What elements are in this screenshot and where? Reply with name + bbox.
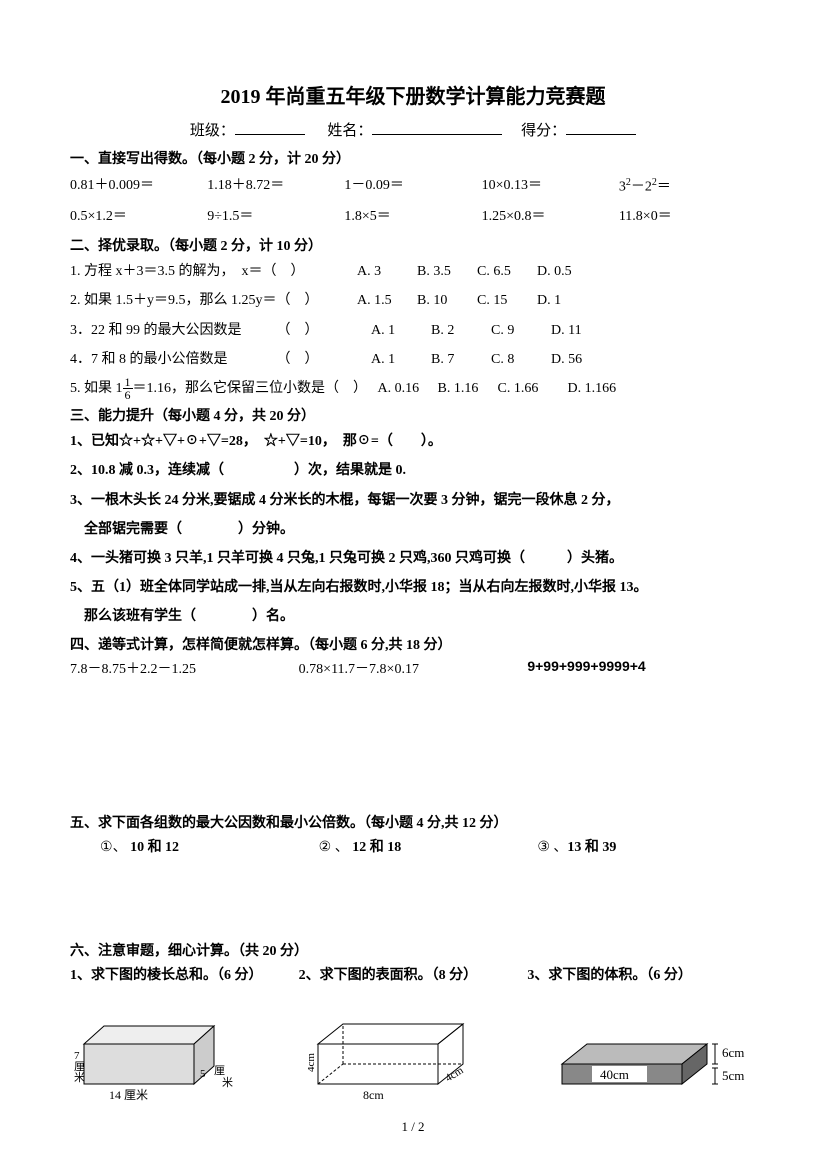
s4-e3: 9+99+999+9999+4 [527, 658, 756, 678]
score-label: 得分： [521, 123, 566, 139]
s5-i2: ② 、 12 和 18 [319, 836, 538, 856]
s1-r1-2: 1.18＋8.72＝ [207, 174, 344, 199]
s5-i1: ①、 10 和 12 [100, 836, 319, 856]
svg-text:厘: 厘 [214, 1065, 225, 1077]
name-blank [372, 120, 502, 135]
s3-q5a: 5、五（1）班全体同学站成一排,当从左向右报数时,小华报 18；当从右向左报数时… [70, 575, 756, 600]
svg-text:8cm: 8cm [363, 1088, 384, 1102]
s1-r2-1: 0.5×1.2＝ [70, 205, 207, 229]
s3-q1: 1、已知☆+☆+▽+☉+▽=28， ☆+▽=10， 那☉=（ ）。 [70, 429, 756, 454]
section3-head: 三、能力提升（每小题 4 分，共 20 分） [70, 405, 756, 425]
s2-q1: 1. 方程 x＋3＝3.5 的解为， x＝（ ） A. 3B. 3.5C. 6.… [70, 259, 756, 284]
student-info-line: 班级： 姓名： 得分： [70, 119, 756, 140]
s1-r1-5: 32－22＝ [619, 174, 756, 199]
s1-r1-4: 10×0.13＝ [482, 174, 619, 199]
s1-r2-2: 9÷1.5＝ [207, 205, 344, 229]
section5-head: 五、求下面各组数的最大公因数和最小公倍数。（每小题 4 分,共 12 分） [70, 812, 756, 832]
s1-r1-1: 0.81＋0.009＝ [70, 174, 207, 199]
figure-1: 7 厘 米 5 厘 米 14 厘米 [74, 1014, 244, 1104]
s2-q3: 3．22 和 99 的最大公因数是 （ ） A. 1B. 2C. 9D. 11 [70, 318, 756, 343]
s1-r2-3: 1.8×5＝ [344, 205, 481, 229]
s1-r2-4: 1.25×0.8＝ [482, 205, 619, 229]
svg-text:14 厘米: 14 厘米 [109, 1088, 148, 1102]
svg-text:6cm: 6cm [722, 1045, 744, 1060]
svg-text:40cm: 40cm [600, 1067, 629, 1082]
section1-head: 一、直接写出得数。（每小题 2 分，计 20 分） [70, 148, 756, 168]
s3-q5b: 那么该班有学生（ ）名。 [70, 604, 756, 629]
section4-head: 四、递等式计算，怎样简便就怎样算。（每小题 6 分,共 18 分） [70, 634, 756, 654]
page-number: 1 / 2 [0, 1119, 826, 1135]
s1-r2-5: 11.8×0＝ [619, 205, 756, 229]
svg-text:米: 米 [74, 1071, 85, 1084]
figure-2: 4cm 4cm 8cm [308, 1014, 488, 1104]
s2-q5: 5. 如果 116＝1.16，那么它保留三位小数是（ ） A. 0.16B. 1… [70, 376, 756, 401]
svg-text:5: 5 [200, 1068, 206, 1080]
s4-e2: 0.78×11.7－7.8×0.17 [299, 658, 528, 678]
svg-text:5cm: 5cm [722, 1068, 744, 1083]
s5-i3: ③ 、13 和 39 [537, 836, 756, 856]
svg-text:4cm: 4cm [443, 1064, 466, 1084]
s6-q1: 1、求下图的棱长总和。（6 分） [70, 964, 299, 984]
name-label: 姓名： [327, 123, 372, 139]
s3-q4: 4、一头猪可换 3 只羊,1 只羊可换 4 只兔,1 只兔可换 2 只鸡,360… [70, 546, 756, 571]
s1-r1-3: 1－0.09＝ [344, 174, 481, 199]
svg-text:米: 米 [222, 1076, 233, 1089]
section6-head: 六、注意审题，细心计算。（共 20 分） [70, 940, 756, 960]
s3-q3a: 3、一根木头长 24 分米,要锯成 4 分米长的木棍，每锯一次要 3 分钟，锯完… [70, 488, 756, 513]
s3-q3b: 全部锯完需要（ ）分钟。 [70, 517, 756, 542]
page-title: 2019 年尚重五年级下册数学计算能力竞赛题 [70, 80, 756, 109]
s3-q2: 2、10.8 减 0.3，连续减（ ）次，结果就是 0. [70, 458, 756, 483]
score-blank [566, 120, 636, 135]
class-label: 班级： [190, 123, 235, 139]
s6-q2: 2、求下图的表面积。（8 分） [299, 964, 528, 984]
class-blank [235, 120, 305, 135]
svg-text:4cm: 4cm [308, 1052, 317, 1071]
section2-head: 二、择优录取。（每小题 2 分，计 10 分） [70, 235, 756, 255]
s2-q2: 2. 如果 1.5＋y＝9.5，那么 1.25y＝（ ） A. 1.5B. 10… [70, 288, 756, 313]
s4-e1: 7.8－8.75＋2.2－1.25 [70, 658, 299, 678]
figure-3: 40cm 6cm 5cm [552, 1024, 752, 1104]
s2-q4: 4．7 和 8 的最小公倍数是 （ ） A. 1B. 7C. 8D. 56 [70, 347, 756, 372]
s6-q3: 3、求下图的体积。（6 分） [527, 964, 756, 984]
